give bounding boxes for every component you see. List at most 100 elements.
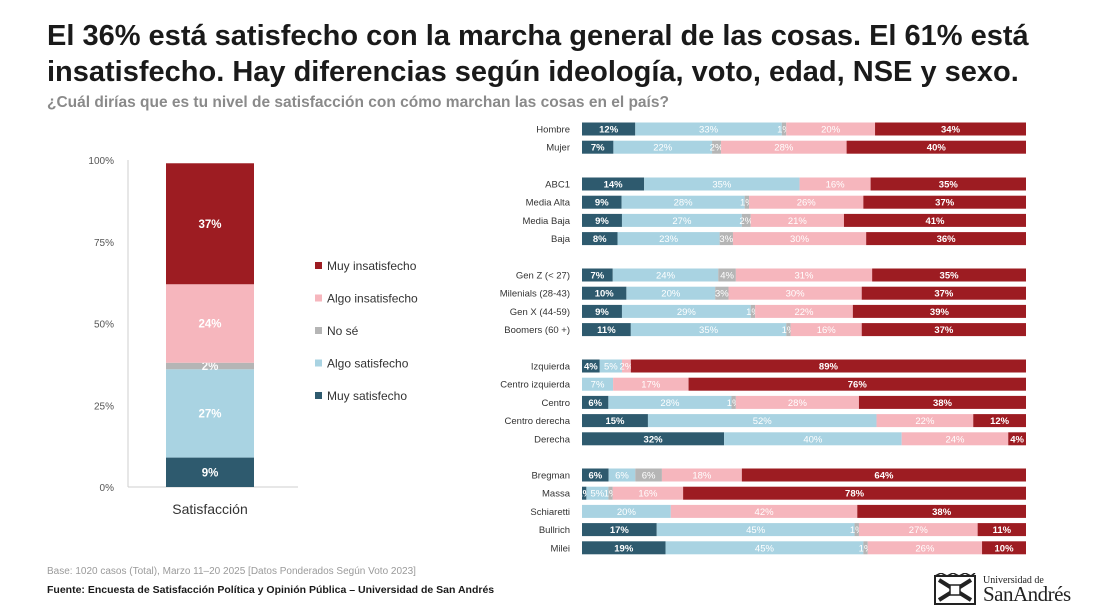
row-label: Centro izquierda: [500, 380, 570, 391]
row-label: Media Baja: [522, 216, 570, 227]
row-label: Mujer: [546, 143, 570, 154]
bar-segment-no-se: [854, 523, 859, 537]
bar-segment-muy-satisfecho: [582, 213, 622, 227]
bar-segment-algo-satisfecho: [612, 268, 719, 282]
y-tick-label: 0%: [100, 483, 115, 494]
row-label: Centro derecha: [505, 416, 571, 427]
bar-segment-algo-insatisfecho: [613, 377, 689, 391]
bar-data-label: 1%: [777, 125, 791, 136]
bar-segment-no-se: [863, 541, 868, 555]
row-label: Derecha: [534, 434, 571, 445]
bar-data-label: 21%: [788, 216, 808, 227]
page-title: El 36% está satisfecho con la marcha gen…: [47, 20, 1029, 88]
stack-segment-muy-insatisfecho: [166, 163, 254, 285]
row-label: Centro: [541, 398, 570, 409]
bar-data-label: 6%: [588, 398, 602, 409]
bar-segment-algo-satisfecho: [617, 232, 720, 246]
bar-data-label: 1%: [859, 543, 873, 554]
bar-data-label: 6%: [615, 471, 629, 482]
bar-segment-algo-satisfecho: [630, 323, 787, 337]
logo-emblem-icon: [934, 573, 976, 605]
legend-swatch-algo-insatisfecho: [315, 294, 322, 302]
bar-segment-muy-insatisfecho: [861, 286, 1026, 300]
bar-segment-no-se: [786, 323, 791, 337]
bar-data-label: 4%: [1010, 434, 1024, 445]
bar-segment-muy-insatisfecho: [858, 395, 1026, 409]
bar-segment-muy-insatisfecho: [846, 140, 1026, 154]
data-label-muy-satisfecho: 9%: [202, 467, 219, 479]
bar-segment-no-se: [781, 122, 787, 136]
bar-segment-algo-satisfecho: [608, 395, 732, 409]
bar-data-label: 22%: [794, 307, 814, 318]
bar-segment-algo-satisfecho: [586, 486, 609, 500]
bar-segment-muy-satisfecho: [582, 432, 725, 446]
bar-segment-muy-insatisfecho: [861, 323, 1026, 337]
bar-segment-algo-insatisfecho: [612, 486, 684, 500]
bar-data-label: 6%: [588, 471, 602, 482]
bar-data-label: 38%: [933, 398, 953, 409]
bar-segment-algo-satisfecho: [626, 286, 716, 300]
bar-segment-no-se: [718, 268, 736, 282]
bar-data-label: 38%: [932, 507, 952, 518]
bar-segment-algo-satisfecho: [582, 504, 671, 518]
bar-segment-algo-insatisfecho: [670, 504, 858, 518]
y-tick-label: 75%: [94, 238, 114, 249]
bar-data-label: 28%: [660, 398, 680, 409]
bar-data-label: 35%: [940, 271, 960, 282]
bar-segment-muy-insatisfecho: [1008, 432, 1026, 446]
bar-segment-algo-satisfecho: [647, 414, 877, 428]
bar-segment-no-se: [712, 140, 722, 154]
legend-swatch-muy-insatisfecho: [315, 262, 322, 269]
bar-segment-algo-insatisfecho: [858, 523, 978, 537]
bar-segment-muy-satisfecho: [582, 468, 609, 482]
data-label-algo-insatisfecho: 24%: [198, 319, 221, 331]
bar-segment-algo-insatisfecho: [750, 213, 844, 227]
bar-data-label: 35%: [699, 325, 719, 336]
bar-segment-algo-satisfecho: [644, 177, 800, 191]
row-label: Massa: [542, 489, 571, 500]
bar-segment-muy-satisfecho: [582, 268, 613, 282]
bar-data-label: 9%: [595, 307, 609, 318]
bar-data-label: 19%: [614, 543, 634, 554]
row-label: Gen Z (< 27): [516, 271, 570, 282]
bar-data-label: 30%: [790, 234, 810, 245]
bar-data-label: 76%: [848, 380, 868, 391]
bar-data-label: 22%: [915, 416, 935, 427]
bar-data-label: 12%: [990, 416, 1010, 427]
bar-segment-algo-insatisfecho: [732, 232, 867, 246]
bar-segment-muy-insatisfecho: [741, 468, 1026, 482]
bar-segment-muy-insatisfecho: [630, 359, 1026, 373]
bar-segment-muy-satisfecho: [582, 486, 587, 500]
bar-segment-muy-satisfecho: [582, 304, 622, 318]
bar-data-label: 16%: [638, 489, 658, 500]
bar-segment-algo-satisfecho: [582, 377, 614, 391]
bar-data-label: 52%: [753, 416, 773, 427]
bar-data-label: 28%: [788, 398, 808, 409]
bar-data-label: 33%: [699, 125, 719, 136]
bar-segment-algo-insatisfecho: [749, 195, 864, 209]
bar-segment-algo-insatisfecho: [867, 541, 983, 555]
legend-label-no-se: No sé: [327, 324, 359, 338]
bar-data-label: 16%: [826, 180, 846, 191]
row-label: Schiaretti: [530, 507, 570, 518]
bar-segment-algo-insatisfecho: [790, 323, 862, 337]
bar-data-label: 39%: [930, 307, 950, 318]
bar-segment-algo-insatisfecho: [621, 359, 631, 373]
bar-data-label: 10%: [995, 543, 1015, 554]
bar-data-label: 28%: [774, 143, 794, 154]
legend-swatch-no-se: [315, 327, 322, 334]
bar-data-label: 1%: [727, 398, 741, 409]
bar-data-label: 1%: [740, 198, 754, 209]
stack-segment-algo-satisfecho: [166, 369, 254, 458]
bar-data-label: 6%: [642, 471, 656, 482]
bar-data-label: 27%: [672, 216, 692, 227]
bar-segment-muy-insatisfecho: [872, 268, 1026, 282]
bar-segment-algo-satisfecho: [621, 195, 745, 209]
stack-segment-algo-insatisfecho: [166, 284, 254, 363]
bar-data-label: 1%: [782, 325, 796, 336]
bar-data-label: 9%: [595, 198, 609, 209]
bar-segment-algo-satisfecho: [613, 140, 713, 154]
bar-segment-algo-insatisfecho: [876, 414, 974, 428]
bar-segment-muy-insatisfecho: [852, 304, 1026, 318]
bar-data-label: 4%: [720, 271, 734, 282]
